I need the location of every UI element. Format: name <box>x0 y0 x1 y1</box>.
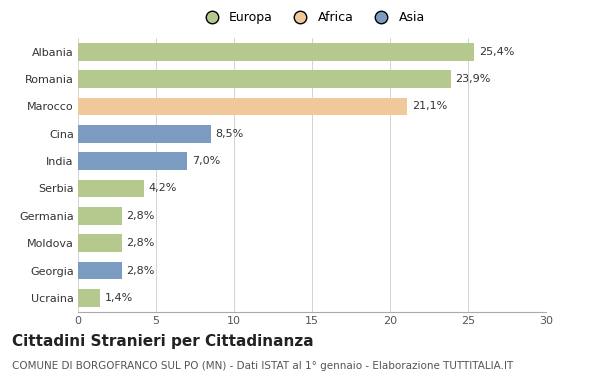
Text: 25,4%: 25,4% <box>479 47 514 57</box>
Bar <box>78 262 122 279</box>
Text: COMUNE DI BORGOFRANCO SUL PO (MN) - Dati ISTAT al 1° gennaio - Elaborazione TUTT: COMUNE DI BORGOFRANCO SUL PO (MN) - Dati… <box>12 361 513 371</box>
Text: 8,5%: 8,5% <box>215 129 244 139</box>
Text: Cittadini Stranieri per Cittadinanza: Cittadini Stranieri per Cittadinanza <box>12 334 314 349</box>
Text: 1,4%: 1,4% <box>104 293 133 303</box>
Text: 2,8%: 2,8% <box>127 266 155 276</box>
Text: 7,0%: 7,0% <box>192 156 220 166</box>
Bar <box>78 43 474 60</box>
Text: 21,1%: 21,1% <box>412 101 447 111</box>
Text: 2,8%: 2,8% <box>127 211 155 221</box>
Legend: Europa, Africa, Asia: Europa, Africa, Asia <box>197 9 427 27</box>
Bar <box>78 207 122 225</box>
Bar <box>78 180 143 197</box>
Text: 23,9%: 23,9% <box>455 74 491 84</box>
Bar <box>78 234 122 252</box>
Bar <box>78 70 451 88</box>
Bar <box>78 125 211 142</box>
Text: 4,2%: 4,2% <box>148 184 176 193</box>
Bar <box>78 152 187 170</box>
Text: 2,8%: 2,8% <box>127 238 155 248</box>
Bar <box>78 98 407 115</box>
Bar <box>78 289 100 307</box>
